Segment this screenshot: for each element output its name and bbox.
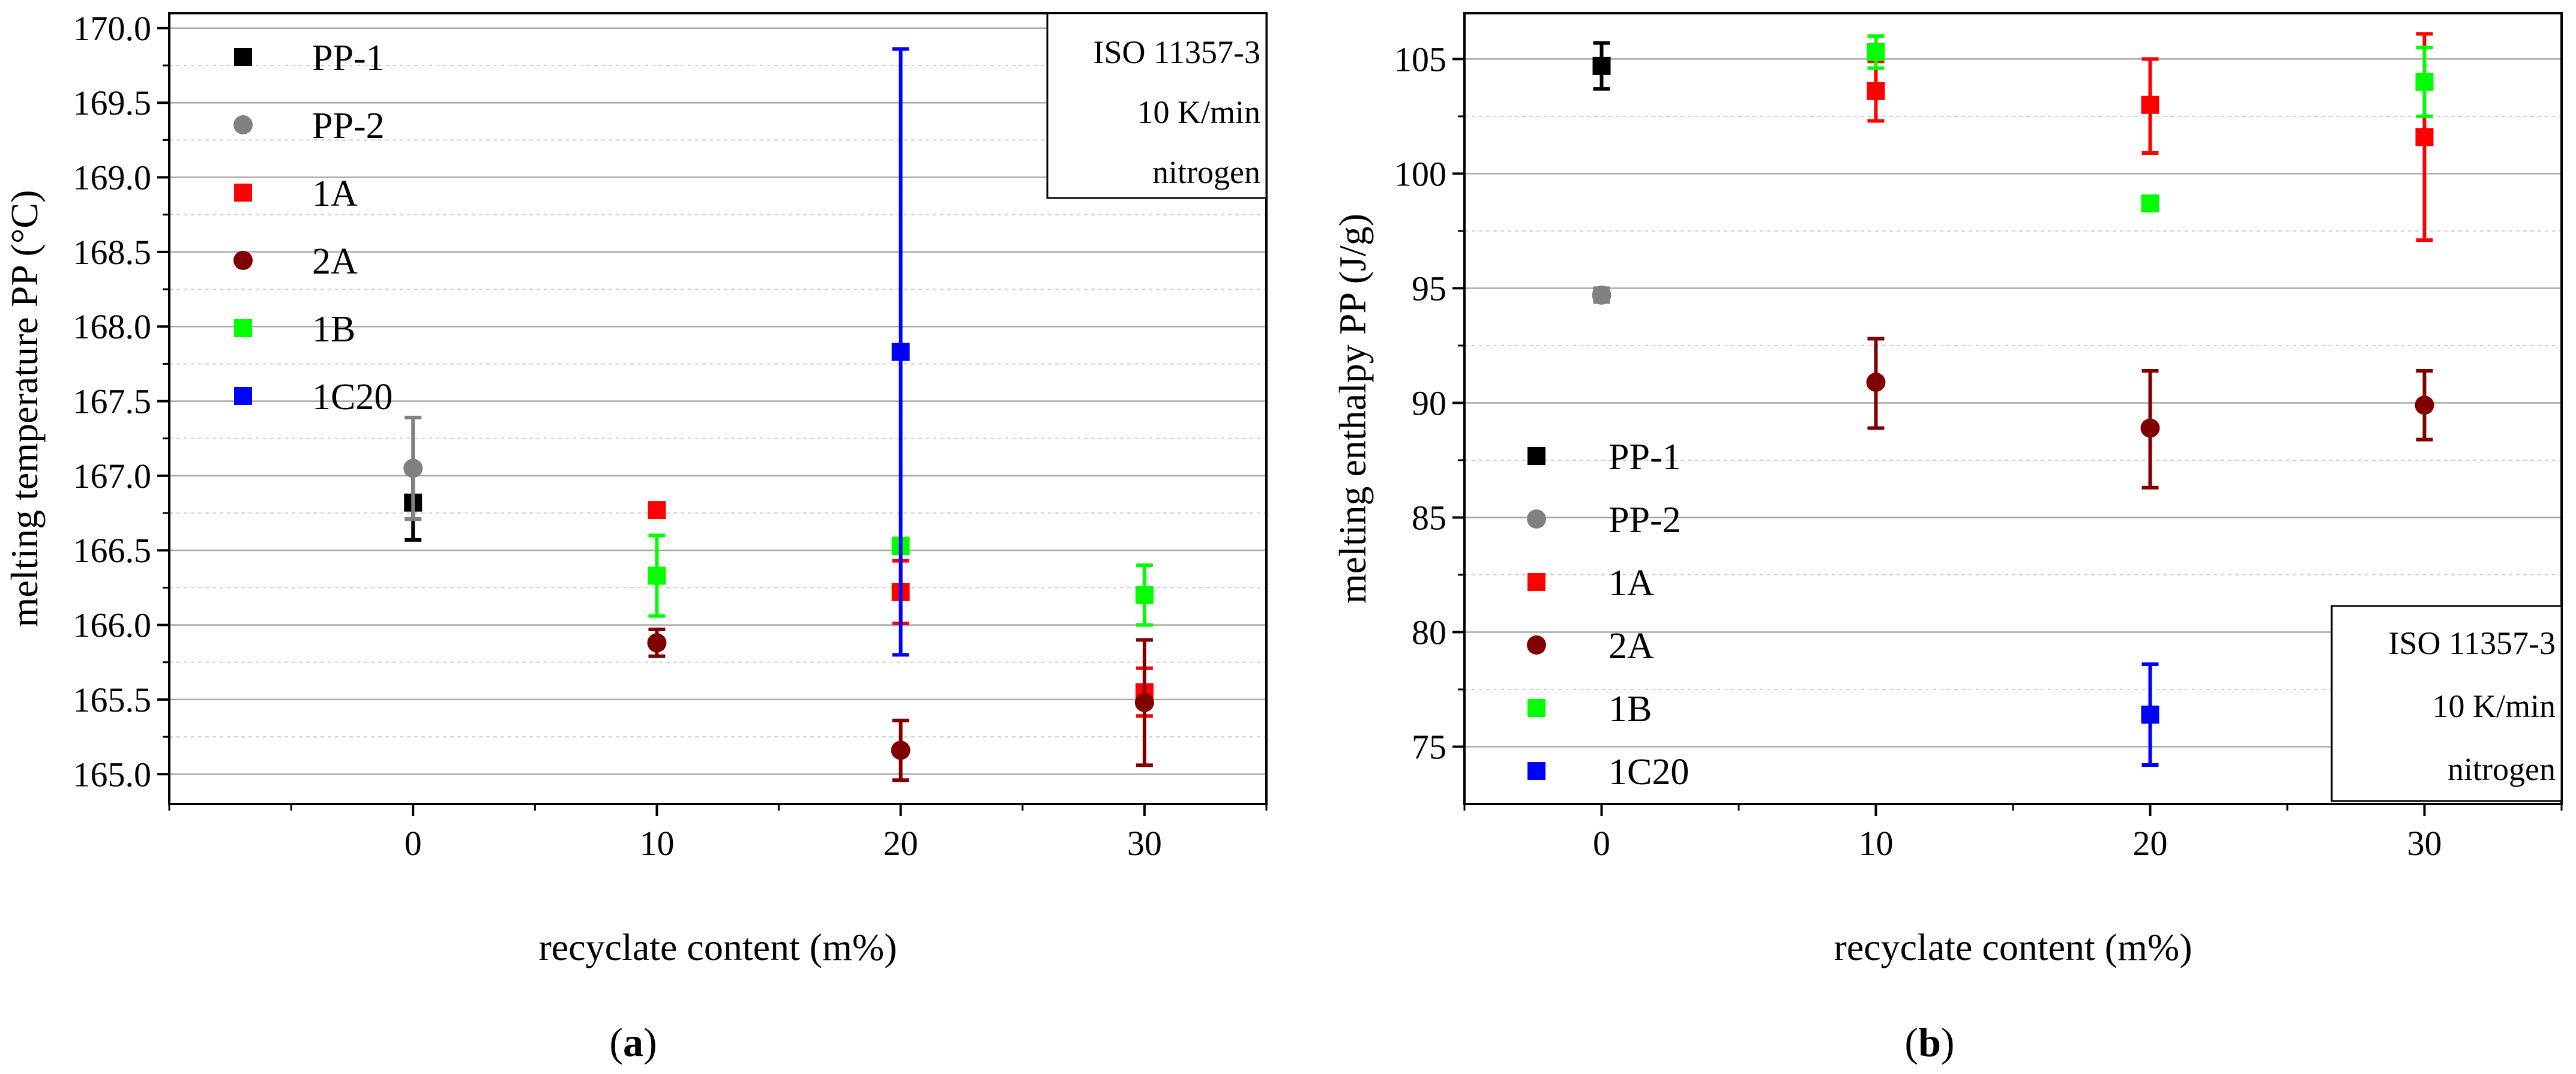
y-tick-label: 90 (1412, 383, 1446, 422)
y-tick-label: 166.0 (73, 606, 152, 645)
chart-panel-a: 165.0 165.5 166.0 166.5 167.0 167.5 168.0 168.5… (3, 9, 1268, 968)
data-point (2140, 418, 2160, 438)
legend-label: PP-2 (1608, 500, 1681, 541)
data-point (891, 343, 910, 361)
chart-panel-b: 75 80 85 90 95 100 105 0 10 20 30 recyclate content… (1331, 12, 2563, 968)
legend-marker (1527, 699, 1545, 717)
legend-marker (234, 48, 252, 66)
y-tick-label: 168.5 (73, 233, 152, 272)
y-tick-label: 169.0 (73, 158, 152, 197)
data-point (1592, 56, 1611, 75)
y-tick-label: 168.0 (73, 307, 152, 346)
data-point (2141, 706, 2159, 724)
data-point (648, 566, 666, 585)
legend-marker (1527, 635, 1546, 655)
data-point (2415, 395, 2434, 415)
legend-marker (1527, 573, 1545, 591)
caption-b: (b) (1904, 1019, 1954, 1065)
legend-label: 1B (312, 309, 355, 350)
y-tick-label: 166.5 (73, 531, 152, 570)
legend-marker (1527, 762, 1545, 780)
y-axis-title: melting enthalpy PP (J/g) (1331, 214, 1374, 604)
data-point (647, 633, 667, 653)
legend-marker (1527, 509, 1546, 529)
data-point (403, 458, 423, 478)
y-tick-label: 100 (1394, 154, 1446, 193)
legend-marker (233, 251, 253, 270)
legend-label: 1C20 (1608, 752, 1689, 793)
x-axis-title: recyclate content (m%) (539, 926, 897, 968)
data-point (1867, 43, 1885, 61)
y-tick-label: 105 (1394, 40, 1446, 79)
y-tick-label: 80 (1412, 613, 1446, 652)
annotation-box (2331, 605, 2563, 802)
annotation-text: ISO 11357-3 (1094, 34, 1261, 70)
data-point (1134, 692, 1154, 712)
data-point (2415, 73, 2434, 91)
x-tick-label: 30 (1127, 824, 1162, 863)
annotation-text: ISO 11357-3 (2389, 625, 2556, 661)
legend-label: PP-2 (312, 106, 385, 146)
legend-label: 2A (1608, 626, 1654, 667)
y-tick-label: 167.0 (73, 457, 152, 496)
y-tick-label: 170.0 (73, 9, 152, 48)
y-tick-label: 165.5 (73, 680, 152, 719)
data-point (2141, 194, 2159, 213)
annotation-text: 10 K/min (2432, 688, 2556, 724)
y-tick-label: 75 (1412, 727, 1446, 766)
legend-marker (233, 115, 253, 134)
legend-marker (1527, 447, 1545, 465)
annotation-text: nitrogen (1152, 154, 1260, 190)
y-tick-label: 85 (1412, 498, 1446, 537)
legend-label: 1C20 (312, 377, 393, 418)
legend-label: 2A (312, 241, 358, 282)
annotation-text: nitrogen (2448, 751, 2556, 787)
x-tick-label: 30 (2407, 824, 2442, 863)
x-axis-title: recyclate content (m%) (1834, 926, 2192, 968)
x-tick-label: 20 (2133, 824, 2168, 863)
annotation-box (1046, 12, 1268, 199)
legend-label: PP-1 (1608, 437, 1681, 478)
x-tick-label: 0 (1593, 824, 1610, 863)
legend-marker (234, 387, 252, 405)
legend-label: PP-1 (312, 38, 385, 79)
data-point (2141, 95, 2159, 114)
data-point (648, 501, 666, 520)
data-point (1866, 373, 1886, 392)
legend-label: 1A (1608, 563, 1654, 604)
data-point (2415, 128, 2434, 146)
x-tick-label: 20 (883, 824, 918, 863)
data-point (1592, 285, 1612, 305)
plot-frame (168, 12, 1268, 805)
legend-label: 1A (312, 173, 358, 214)
data-point (1867, 82, 1885, 100)
annotation-text: 10 K/min (1137, 94, 1260, 130)
y-tick-label: 165.0 (73, 755, 152, 794)
y-tick-label: 169.5 (73, 83, 152, 122)
x-tick-label: 0 (405, 824, 422, 863)
legend-marker (234, 184, 252, 202)
legend-label: 1B (1608, 689, 1652, 730)
y-axis-title: melting temperature PP (°C) (3, 190, 46, 628)
y-tick-label: 167.5 (73, 382, 152, 421)
x-tick-label: 10 (1859, 824, 1894, 863)
caption-a: (a) (609, 1019, 657, 1065)
data-point (891, 740, 910, 760)
legend-marker (234, 319, 252, 337)
x-tick-label: 10 (639, 824, 674, 863)
data-point (1135, 586, 1154, 604)
y-tick-label: 95 (1412, 269, 1446, 308)
